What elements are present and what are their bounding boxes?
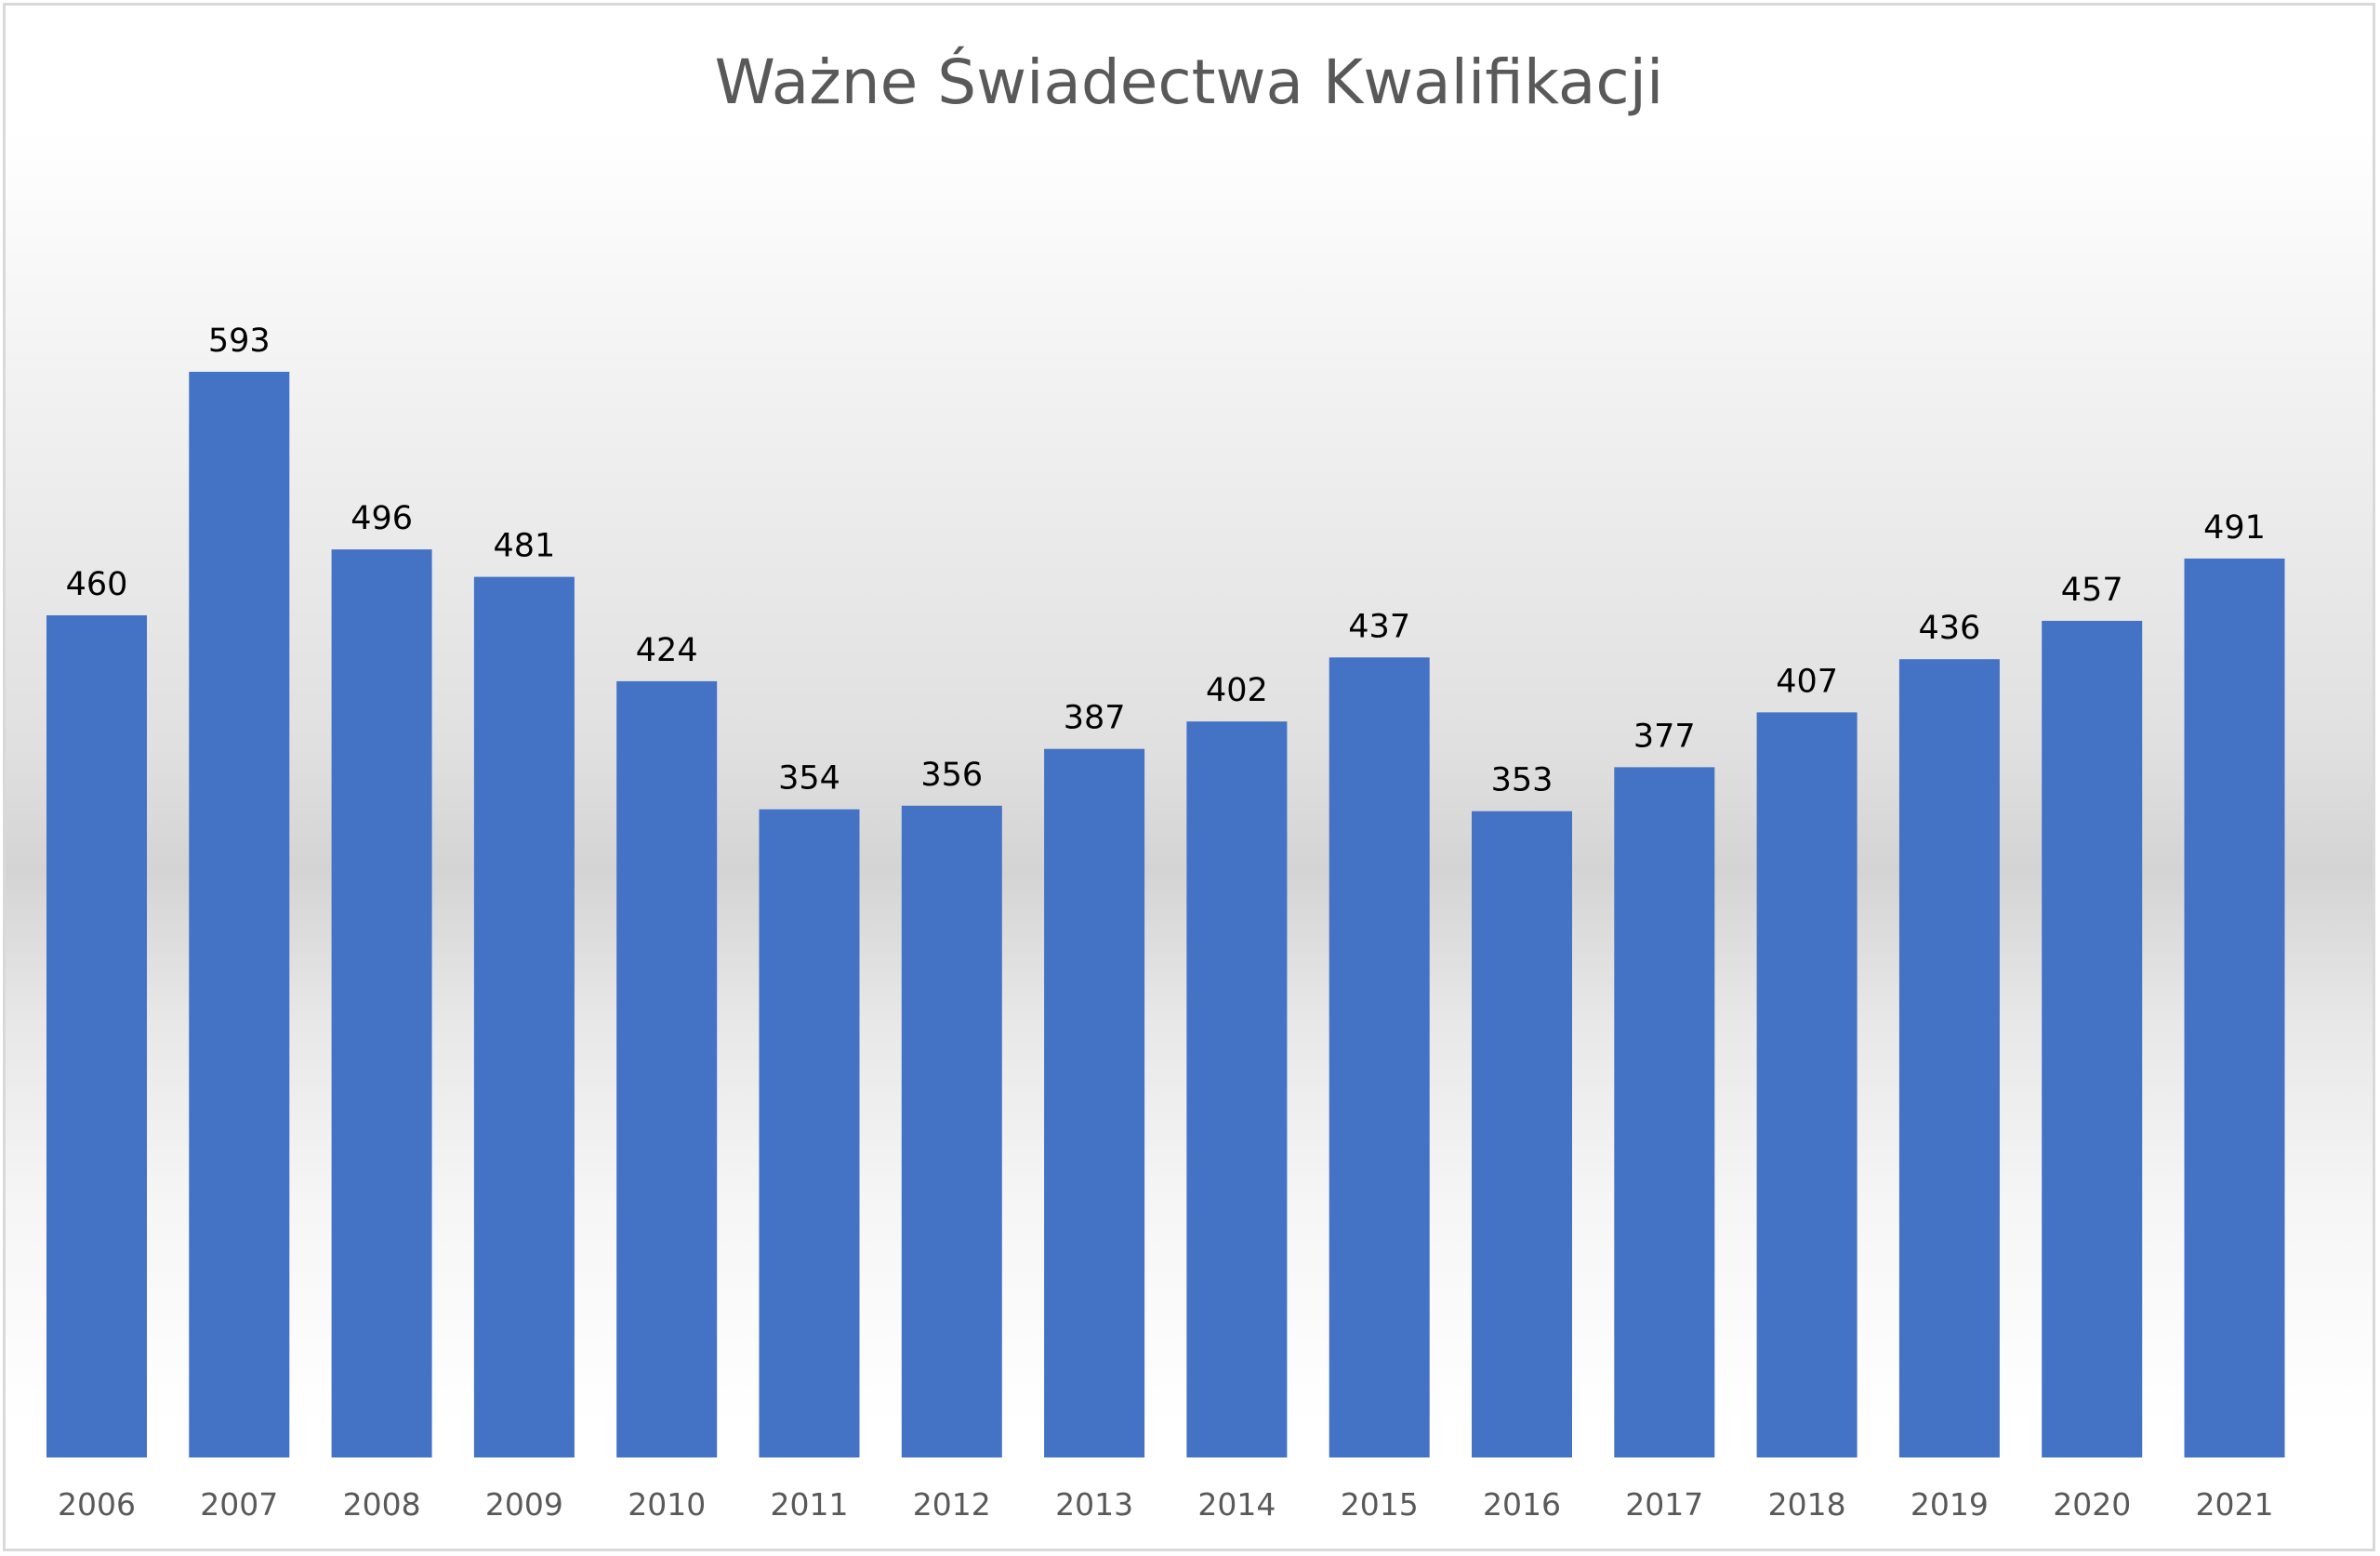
- x-tick-label-2021: 2021: [2196, 1486, 2274, 1523]
- bar-2013: [1044, 748, 1145, 1457]
- x-tick-label-2008: 2008: [343, 1486, 421, 1523]
- x-tick-label-2018: 2018: [1768, 1486, 1846, 1523]
- bar-2011: [759, 809, 860, 1457]
- data-label-2008: 496: [350, 500, 413, 537]
- x-tick-label-2009: 2009: [485, 1486, 563, 1523]
- data-label-2012: 356: [920, 757, 983, 794]
- bar-chart-plot: 460 2006 593 2007 496 2008 481 2009 424 2010 354 20…: [46, 323, 2285, 1523]
- bar-2014: [1186, 721, 1288, 1457]
- x-tick-label-2011: 2011: [771, 1486, 849, 1523]
- bar-2008: [331, 549, 432, 1457]
- bar-2018: [1756, 712, 1858, 1457]
- bar-2017: [1614, 767, 1715, 1457]
- data-label-2016: 353: [1491, 762, 1554, 799]
- chart-title: Ważne Świadectwa Kwalifikacji: [714, 46, 1664, 118]
- data-label-2021: 491: [2203, 509, 2266, 547]
- data-label-2009: 481: [493, 528, 555, 565]
- x-tick-label-2012: 2012: [913, 1486, 991, 1523]
- data-label-2013: 387: [1064, 700, 1126, 737]
- data-label-2020: 457: [2061, 572, 2123, 609]
- bar-2016: [1472, 811, 1572, 1457]
- x-tick-label-2007: 2007: [200, 1486, 278, 1523]
- x-tick-label-2010: 2010: [628, 1486, 706, 1523]
- bar-2006: [46, 615, 147, 1457]
- bar-2019: [1898, 659, 2000, 1457]
- bar-2012: [901, 805, 1002, 1457]
- bar-2007: [189, 372, 290, 1457]
- data-label-2019: 436: [1918, 610, 1980, 647]
- data-label-2015: 437: [1348, 608, 1410, 645]
- data-label-2010: 424: [636, 632, 698, 669]
- data-label-2006: 460: [66, 566, 128, 603]
- x-tick-label-2016: 2016: [1483, 1486, 1561, 1523]
- x-tick-label-2006: 2006: [58, 1486, 136, 1523]
- bar-2010: [616, 680, 718, 1457]
- bar-2015: [1329, 657, 1430, 1457]
- data-label-2014: 402: [1206, 672, 1268, 709]
- x-tick-label-2014: 2014: [1197, 1486, 1276, 1523]
- chart-frame: Ważne Świadectwa Kwalifikacji 460 2006 593…: [3, 3, 2375, 1551]
- x-tick-label-2019: 2019: [1911, 1486, 1989, 1523]
- data-label-2007: 593: [208, 323, 271, 360]
- x-tick-label-2015: 2015: [1341, 1486, 1419, 1523]
- x-tick-label-2017: 2017: [1625, 1486, 1703, 1523]
- data-label-2017: 377: [1633, 718, 1696, 755]
- x-tick-label-2020: 2020: [2053, 1486, 2131, 1523]
- data-label-2018: 407: [1776, 663, 1838, 700]
- bar-2009: [473, 576, 575, 1457]
- x-tick-label-2013: 2013: [1055, 1486, 1133, 1523]
- bar-2021: [2184, 558, 2285, 1457]
- data-label-2011: 354: [778, 760, 840, 798]
- bar-2020: [2042, 620, 2143, 1457]
